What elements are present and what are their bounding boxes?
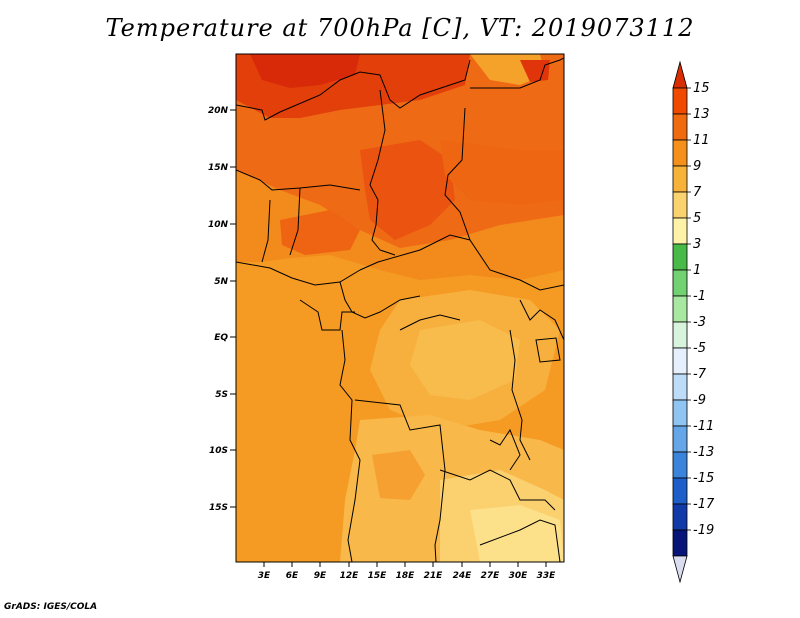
lat-label: 20N <box>208 106 229 116</box>
colorbar-segment <box>672 269 688 297</box>
lon-label: 3E <box>258 571 271 581</box>
lon-label: 27E <box>481 571 501 581</box>
colorbar-label: -3 <box>693 315 706 330</box>
colorbar-label: 13 <box>693 107 710 122</box>
colorbar-segment <box>672 529 688 557</box>
colorbar-label: -11 <box>693 419 714 434</box>
colorbar-label: -7 <box>693 367 707 382</box>
colorbar-segment <box>672 139 688 167</box>
lat-label: EQ <box>214 333 228 343</box>
lat-label: 15N <box>208 163 229 173</box>
colorbar-label: -9 <box>693 393 706 408</box>
colorbar-label: 7 <box>693 185 702 200</box>
lat-label: 5N <box>214 277 228 287</box>
lon-label: 6E <box>286 571 299 581</box>
longitude-axis: 3E 6E 9E 12E 15E 18E 21E 24E 27E 30E 33E <box>258 562 556 581</box>
country-borders <box>236 57 564 562</box>
colorbar-label: -19 <box>693 523 714 538</box>
colorbar-segment <box>672 165 688 193</box>
map-title: Temperature at 700hPa [C], VT: 201907311… <box>105 14 695 42</box>
colorbar-labels: 15 13 11 9 7 5 3 1 -1 -3 -5 -7 -9 -11 -1… <box>693 81 715 538</box>
latitude-axis: 20N 15N 10N 5N EQ 5S 10S 15S <box>208 106 236 513</box>
lon-label: 21E <box>424 571 444 581</box>
colorbar-label: 5 <box>693 211 701 226</box>
colorbar-label: 9 <box>693 159 701 174</box>
colorbar-segment <box>672 295 688 323</box>
lat-label: 5S <box>215 390 228 400</box>
colorbar-label: 15 <box>693 81 710 96</box>
lon-label: 15E <box>368 571 388 581</box>
lon-label: 12E <box>340 571 360 581</box>
colorbar-segment <box>672 503 688 531</box>
lon-label: 9E <box>314 571 327 581</box>
colorbar-label: -15 <box>693 471 714 486</box>
colorbar-bottom-arrow <box>672 555 688 584</box>
colorbar-segment <box>672 217 688 245</box>
colorbar-segment <box>672 113 688 141</box>
colorbar-label: -13 <box>693 445 714 460</box>
colorbar-segment <box>672 87 688 115</box>
colorbar-label: -17 <box>693 497 715 512</box>
colorbar-segment <box>672 243 688 271</box>
lat-label: 10S <box>209 446 228 456</box>
colorbar-label: 11 <box>693 133 710 148</box>
colorbar-label: -5 <box>693 341 706 356</box>
lat-label: 15S <box>209 503 228 513</box>
colorbar-label: 1 <box>693 263 701 278</box>
colorbar <box>672 60 691 584</box>
colorbar-segment <box>672 399 688 427</box>
colorbar-segment <box>672 321 688 349</box>
colorbar-segment <box>672 477 688 505</box>
lat-label: 10N <box>208 220 229 230</box>
grads-credit: GrADS: IGES/COLA <box>4 602 98 612</box>
colorbar-label: 3 <box>693 237 701 252</box>
colorbar-label: -1 <box>693 289 706 304</box>
colorbar-segment <box>672 347 688 375</box>
lon-label: 30E <box>509 571 529 581</box>
lon-label: 33E <box>537 571 557 581</box>
colorbar-top-arrow <box>672 60 688 89</box>
colorbar-segment <box>672 425 688 453</box>
colorbar-segment <box>672 373 688 401</box>
lon-label: 18E <box>396 571 416 581</box>
colorbar-segment <box>672 191 688 219</box>
colorbar-segment <box>672 451 688 479</box>
lon-label: 24E <box>453 571 473 581</box>
temperature-field <box>236 54 564 562</box>
